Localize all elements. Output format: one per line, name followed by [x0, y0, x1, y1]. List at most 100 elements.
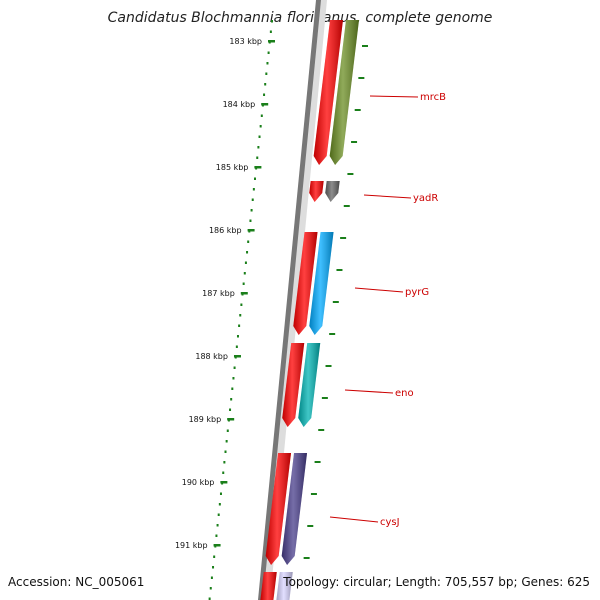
ruler-dot — [249, 219, 252, 222]
gene-label: eno — [395, 388, 414, 399]
ruler-tick-label: 187 kbp — [202, 289, 235, 298]
forward-gene-arrow-shading — [293, 232, 318, 335]
forward-gene-arrow-shading — [265, 453, 292, 565]
ruler-dot — [250, 209, 253, 212]
accession-text: Accession: NC_005061 — [8, 575, 145, 589]
ruler-tick-label: 188 kbp — [195, 352, 228, 361]
ruler-outer-tick — [343, 205, 350, 207]
ruler-dot — [244, 261, 247, 264]
ruler-outer-tick — [354, 109, 361, 111]
ruler-dot — [240, 303, 243, 306]
ruler-outer-tick — [318, 429, 325, 431]
ruler-outer-tick — [307, 525, 314, 527]
ruler-dot — [233, 366, 236, 369]
ruler-dot — [226, 429, 229, 432]
ruler-outer-tick — [303, 557, 310, 559]
ruler: 183 kbp 184 kbp 185 kbp 186 kbp 187 kbp 188 k… — [175, 20, 368, 600]
ruler-tick — [240, 292, 248, 295]
ruler-dot — [267, 51, 270, 54]
ruler-dot — [258, 135, 261, 138]
ruler-dot — [236, 335, 239, 338]
ruler-dot — [246, 251, 249, 254]
gene-label: pyrG — [405, 287, 429, 298]
ruler-dot — [225, 440, 228, 443]
forward-gene-arrow-shading — [313, 20, 343, 165]
summary-text: Topology: circular; Length: 705,557 bp; … — [283, 575, 590, 589]
ruler-dot — [209, 587, 212, 590]
ruler-dot — [253, 177, 256, 180]
forward-track — [260, 20, 343, 600]
ruler-dot — [218, 503, 221, 506]
ruler-dot — [229, 408, 232, 411]
leader-line — [329, 516, 379, 523]
ruler-tick-label: 184 kbp — [223, 100, 256, 109]
ruler-dot — [222, 471, 225, 474]
ruler-dot — [271, 20, 273, 23]
ruler-dot — [215, 534, 218, 537]
gene-track — [276, 20, 359, 600]
gene-yadR-arrow-shading — [325, 181, 340, 202]
ruler-dot — [223, 461, 226, 464]
ruler-outer-tick — [336, 269, 343, 271]
forward-gene-arrow-shading — [282, 343, 305, 427]
ruler-outer-tick — [314, 461, 321, 463]
map-title: Candidatus Blochmannia floridanus, compl… — [107, 10, 493, 26]
ruler-outer-tick — [325, 365, 332, 367]
ruler-tick — [213, 544, 221, 547]
ruler-dot — [264, 83, 267, 86]
gene-labels: mrcB yadR pyrG eno cysJ — [329, 92, 446, 528]
ruler-dot — [259, 125, 262, 128]
ruler-tick — [254, 166, 262, 169]
gene-cysJ-arrow-shading — [281, 453, 308, 565]
ruler-dot — [251, 198, 254, 201]
ruler-dot — [265, 72, 268, 75]
ruler-dot — [213, 555, 216, 558]
ruler-dot — [232, 377, 235, 380]
ruler-dot — [224, 450, 227, 453]
backbone-line — [258, 0, 321, 600]
ruler-dot — [242, 282, 245, 285]
ruler-dot — [243, 272, 246, 275]
ruler-dot — [257, 146, 260, 149]
ruler-tick — [247, 229, 255, 232]
ruler-dot — [263, 93, 266, 96]
ruler-dot — [266, 62, 269, 65]
leader-line — [369, 95, 419, 98]
ruler-dot — [252, 188, 255, 191]
gene-label: mrcB — [420, 92, 446, 103]
ruler-dot — [231, 387, 234, 390]
ruler-tick-label: 191 kbp — [175, 541, 208, 550]
gene-next-arrow-shading — [276, 572, 293, 600]
ruler-tick-label: 183 kbp — [229, 37, 262, 46]
ruler-outer-tick — [347, 173, 354, 175]
ruler-dot — [230, 398, 233, 401]
ruler-tick-label: 190 kbp — [182, 478, 215, 487]
ruler-tick — [233, 355, 241, 358]
ruler-outer-tick — [340, 237, 347, 239]
gene-pyrG-arrow-shading — [309, 232, 334, 335]
ruler-tick-label: 189 kbp — [189, 415, 222, 424]
ruler-outer-tick — [329, 333, 336, 335]
backbone-shadow — [262, 0, 327, 600]
forward-gene-arrow-shading — [309, 181, 324, 202]
gene-label: yadR — [413, 193, 438, 204]
ruler-dot — [235, 345, 238, 348]
ruler-tick-label: 186 kbp — [209, 226, 242, 235]
ruler-outer-tick — [351, 141, 358, 143]
ruler-outer-tick — [321, 397, 328, 399]
ruler-dot — [256, 156, 259, 159]
ruler-dot — [212, 566, 215, 569]
ruler-dot — [269, 30, 272, 33]
ruler-outer-tick — [310, 493, 317, 495]
ruler-dot — [238, 324, 241, 327]
ruler-tick — [220, 481, 228, 484]
ruler-outer-tick — [358, 77, 365, 79]
gene-label: cysJ — [380, 517, 400, 528]
ruler-dot — [217, 513, 220, 516]
gene-mrcB-arrow-shading — [329, 20, 359, 165]
gene-eno-arrow-shading — [298, 343, 321, 427]
ruler-dot — [219, 492, 222, 495]
ruler-outer-tick — [332, 301, 339, 303]
forward-gene-arrow-shading — [260, 572, 277, 600]
